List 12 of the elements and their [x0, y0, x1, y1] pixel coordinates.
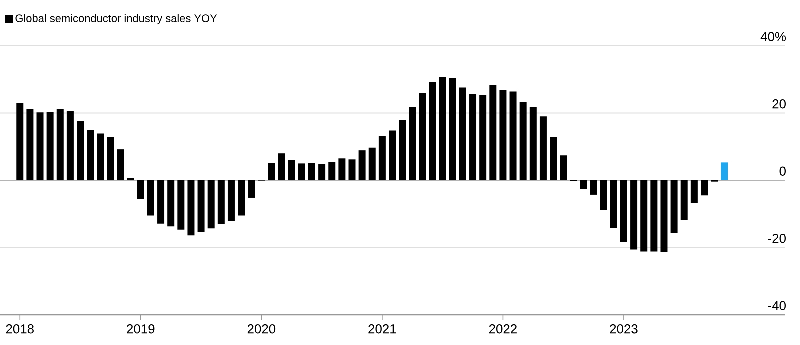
- legend-label: Global semiconductor industry sales YOY: [16, 14, 218, 25]
- x-tick-label: 2021: [368, 324, 396, 334]
- x-tick-label: 2020: [248, 324, 276, 334]
- x-tick-label: 2022: [489, 324, 517, 334]
- y-tick-label: 20: [772, 100, 786, 109]
- y-tick-label: -20: [768, 234, 786, 244]
- y-tick-label: 0: [780, 166, 786, 176]
- x-tick-label: 2018: [6, 324, 34, 334]
- x-tick-label: 2023: [610, 324, 638, 334]
- x-tick-label: 2019: [127, 324, 155, 334]
- y-tick-label: 40%: [760, 32, 786, 42]
- y-tick-label: -40: [768, 301, 786, 310]
